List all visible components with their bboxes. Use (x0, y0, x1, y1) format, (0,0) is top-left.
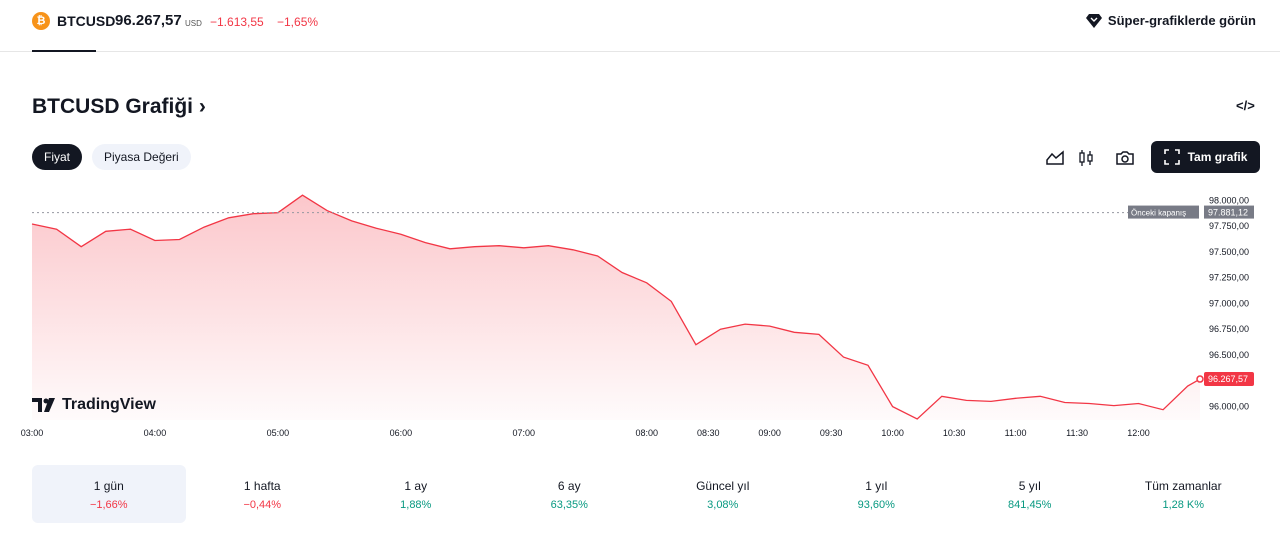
x-tick-label: 03:00 (21, 428, 44, 438)
price-change: −1.613,55 (210, 15, 264, 29)
period-tab-0[interactable]: 1 gün −1,66% (32, 465, 186, 523)
period-change: 841,45% (1008, 499, 1052, 511)
y-tick-label: 96.000,00 (1209, 402, 1249, 412)
bitcoin-icon: ₿ (32, 12, 50, 30)
x-tick-label: 08:30 (697, 428, 720, 438)
y-tick-label: 98.000,00 (1209, 195, 1249, 205)
period-selector: 1 gün −1,66% 1 hafta −0,44% 1 ay 1,88% 6 ay 63,… (32, 465, 1260, 523)
chart-title-link[interactable]: BTCUSD Grafiği › (32, 95, 206, 119)
fullscreen-icon (1163, 149, 1180, 165)
x-tick-label: 04:00 (144, 428, 167, 438)
x-tick-label: 06:00 (390, 428, 413, 438)
period-label: 1 ay (404, 479, 428, 493)
period-label: Güncel yıl (696, 479, 750, 493)
chart-title: BTCUSD Grafiği (32, 95, 194, 118)
y-tick-label: 97.500,00 (1209, 247, 1249, 257)
previous-close-value: 97.881,12 (1208, 208, 1248, 218)
camera-icon[interactable] (1113, 146, 1137, 170)
period-tab-4[interactable]: Güncel yıl 3,08% (646, 465, 800, 523)
symbol-name[interactable]: BTCUSD (57, 13, 116, 29)
last-price-dot (1196, 375, 1204, 383)
price-change-percent: −1,65% (277, 15, 319, 29)
period-tab-2[interactable]: 1 ay 1,88% (339, 465, 493, 523)
x-tick-label: 10:30 (943, 428, 966, 438)
period-change: 1,88% (400, 499, 432, 511)
super-charts-link[interactable]: Süper-grafiklerde görün (1085, 13, 1256, 28)
period-label: 1 gün (93, 479, 124, 493)
period-label: 6 ay (557, 479, 581, 493)
tradingview-wordmark: TradingView (62, 396, 156, 413)
x-tick-label: 05:00 (267, 428, 290, 438)
symbol-header: ₿ BTCUSD 96.267,57 USD −1.613,55 −1,65% … (0, 0, 1280, 52)
y-tick-label: 97.750,00 (1209, 221, 1249, 231)
x-tick-label: 07:00 (513, 428, 536, 438)
period-tab-7[interactable]: Tüm zamanlar 1,28 K% (1107, 465, 1261, 523)
last-price-badge (1204, 371, 1254, 386)
area-chart-icon[interactable] (1043, 146, 1067, 170)
previous-close-badge (1128, 205, 1199, 219)
full-chart-button[interactable]: Tam grafik (1151, 141, 1260, 173)
chevron-right-icon: › (198, 95, 206, 118)
price-line (31, 194, 1201, 420)
current-price: 96.267,57 (115, 12, 182, 29)
code-icon[interactable]: </> (1236, 98, 1255, 113)
period-tab-3[interactable]: 6 ay 63,35% (493, 465, 647, 523)
price-chart[interactable]: 98.000,00 97.750,00 97.500,00 97.250,00 97.0… (0, 180, 1280, 445)
active-tab-indicator (32, 50, 96, 52)
price-area-fill (32, 195, 1200, 420)
y-tick-label: 96.500,00 (1209, 350, 1249, 360)
x-tick-label: 09:00 (758, 428, 781, 438)
period-change: −0,44% (243, 499, 282, 511)
tab-market-cap[interactable]: Piyasa Değeri (92, 144, 191, 170)
x-tick-label: 09:30 (820, 428, 843, 438)
candlestick-icon[interactable] (1074, 146, 1098, 170)
x-tick-label: 12:00 (1127, 428, 1150, 438)
currency-label: USD (185, 19, 202, 28)
x-tick-label: 08:00 (635, 428, 658, 438)
x-tick-label: 11:30 (1066, 428, 1088, 438)
period-label: 5 yıl (1018, 479, 1041, 493)
last-price-label: 96.267,57 (1208, 374, 1248, 384)
diamond-icon (1085, 13, 1102, 28)
full-chart-label: Tam grafik (1187, 150, 1248, 164)
period-tab-5[interactable]: 1 yıl 93,60% (800, 465, 954, 523)
tradingview-logo: TradingView (32, 396, 156, 414)
period-label: 1 hafta (243, 479, 281, 493)
x-tick-label: 11:00 (1005, 428, 1027, 438)
tradingview-icon (32, 398, 55, 412)
previous-close-value-badge (1204, 205, 1254, 219)
previous-close-label: Önceki kapanış (1131, 209, 1186, 218)
super-charts-label: Süper-grafiklerde görün (1107, 13, 1256, 28)
period-tab-1[interactable]: 1 hafta −0,44% (186, 465, 340, 523)
y-tick-label: 97.000,00 (1209, 298, 1249, 308)
x-tick-label: 10:00 (881, 428, 904, 438)
period-tab-6[interactable]: 5 yıl 841,45% (953, 465, 1107, 523)
tab-price[interactable]: Fiyat (32, 144, 83, 170)
period-label: 1 yıl (865, 479, 888, 493)
period-change: −1,66% (89, 499, 128, 511)
y-tick-label: 97.250,00 (1209, 273, 1249, 283)
period-change: 63,35% (550, 499, 588, 511)
period-change: 3,08% (707, 499, 739, 511)
y-tick-label: 96.750,00 (1209, 324, 1249, 334)
period-change: 1,28 K% (1162, 499, 1205, 511)
period-change: 93,60% (857, 499, 895, 511)
period-label: Tüm zamanlar (1144, 479, 1222, 493)
